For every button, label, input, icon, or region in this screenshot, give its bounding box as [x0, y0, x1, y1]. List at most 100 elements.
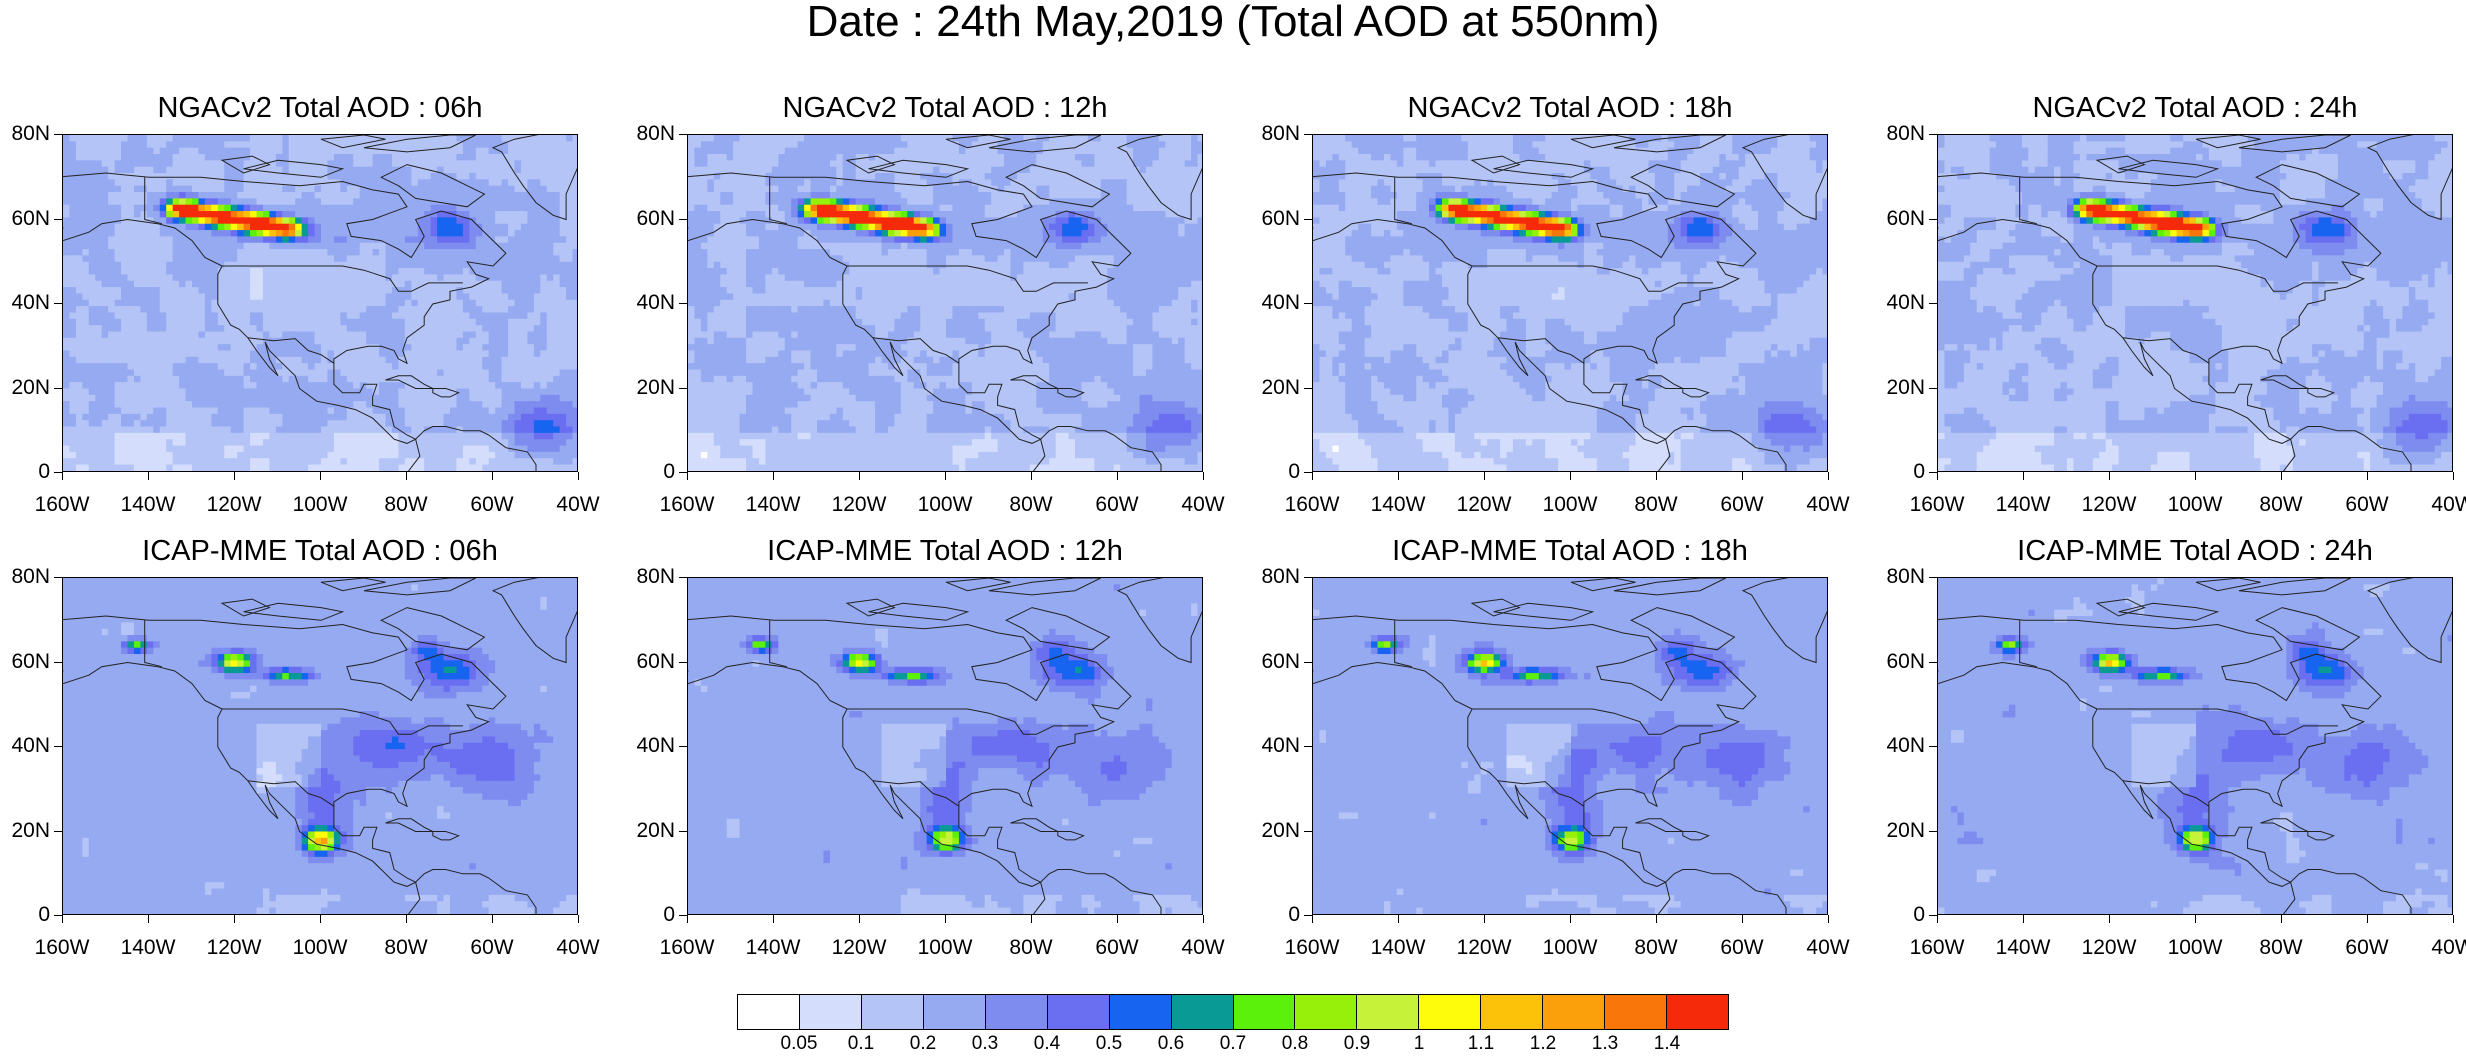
lon-tick-label: 40W — [538, 937, 618, 959]
colorbar-label: 0.8 — [1265, 1034, 1325, 1054]
lat-tick-label: 20N — [0, 819, 50, 842]
aod-field — [688, 578, 1202, 914]
coastlines — [63, 578, 577, 914]
aod-map — [62, 134, 578, 472]
lon-tick — [2023, 915, 2024, 923]
coastlines — [1938, 135, 2452, 471]
lat-tick — [1929, 661, 1937, 663]
colorbar-label: 1 — [1389, 1034, 1449, 1054]
colorbar-swatch — [1419, 995, 1482, 1029]
lon-tick-label: 60W — [452, 494, 532, 516]
lon-tick — [1570, 915, 1571, 923]
lon-tick-label: 80W — [366, 937, 446, 959]
lon-tick — [2195, 472, 2196, 480]
lon-tick — [1117, 915, 1118, 923]
lon-tick — [1117, 472, 1118, 480]
aod-field — [1938, 135, 2452, 471]
lat-tick — [54, 387, 62, 389]
lon-tick-label: 40W — [2413, 937, 2466, 959]
lat-tick-label: 80N — [1865, 123, 1925, 145]
lon-tick — [2195, 915, 2196, 923]
panel-title: ICAP-MME Total AOD : 06h — [2, 535, 638, 567]
lon-tick-label: 140W — [1983, 937, 2063, 959]
colorbar-label: 0.05 — [769, 1034, 829, 1054]
lon-tick — [2281, 472, 2282, 480]
colorbar-label: 0.3 — [955, 1034, 1015, 1054]
lon-tick-label: 80W — [2241, 494, 2321, 516]
lat-tick — [1929, 472, 1937, 473]
lon-tick-label: 120W — [819, 494, 899, 516]
lat-tick-label: 40N — [615, 735, 675, 757]
colorbar-label: 0.7 — [1203, 1034, 1263, 1054]
panel-title: NGACv2 Total AOD : 12h — [627, 92, 1263, 124]
lon-tick — [62, 915, 63, 923]
lon-tick — [687, 915, 688, 923]
colorbar-label: 1.1 — [1451, 1034, 1511, 1054]
lat-tick — [679, 134, 687, 135]
colorbar-swatch — [738, 995, 800, 1029]
aod-map — [687, 577, 1203, 915]
lat-tick-label: 40N — [0, 292, 50, 314]
lon-tick — [1398, 472, 1399, 480]
lon-tick-label: 60W — [452, 937, 532, 959]
lon-tick-label: 60W — [1702, 937, 1782, 959]
lat-tick — [679, 746, 687, 747]
lon-tick-label: 40W — [2413, 494, 2466, 516]
lon-tick — [234, 915, 235, 923]
lon-tick — [1570, 472, 1571, 480]
panel-title: ICAP-MME Total AOD : 12h — [627, 535, 1263, 567]
lon-tick — [1742, 472, 1743, 480]
coastlines — [1938, 578, 2452, 914]
lat-tick — [1304, 387, 1312, 389]
lon-tick — [2367, 472, 2368, 480]
lat-tick-label: 60N — [615, 207, 675, 230]
lon-tick-label: 100W — [1530, 937, 1610, 959]
lon-tick-label: 160W — [647, 937, 727, 959]
lon-tick — [1203, 915, 1204, 923]
aod-map — [1937, 134, 2453, 472]
lat-tick-label: 80N — [1865, 566, 1925, 588]
lon-tick — [1398, 915, 1399, 923]
lon-tick-label: 40W — [538, 494, 618, 516]
colorbar-label: 0.4 — [1017, 1034, 1077, 1054]
colorbar-swatch — [1543, 995, 1606, 1029]
lon-tick-label: 120W — [1444, 937, 1524, 959]
coastlines — [1313, 578, 1827, 914]
lon-tick-label: 120W — [2069, 494, 2149, 516]
lon-tick-label: 120W — [2069, 937, 2149, 959]
lon-tick — [945, 915, 946, 923]
lat-tick-label: 40N — [615, 292, 675, 314]
aod-grid — [688, 578, 1202, 914]
lat-tick — [1304, 746, 1312, 747]
lat-tick — [1929, 218, 1937, 220]
lat-tick — [54, 472, 62, 473]
lon-tick — [1656, 472, 1657, 480]
lon-tick-label: 60W — [1702, 494, 1782, 516]
figure-title: Date : 24th May,2019 (Total AOD at 550nm… — [0, 0, 2466, 44]
lon-tick-label: 60W — [1077, 937, 1157, 959]
lon-tick — [1312, 472, 1313, 480]
lon-tick — [1484, 915, 1485, 923]
lon-tick — [1656, 915, 1657, 923]
lat-tick-label: 0 — [0, 461, 50, 483]
lon-tick — [578, 915, 579, 923]
lat-tick-label: 80N — [0, 123, 50, 145]
lon-tick-label: 160W — [647, 494, 727, 516]
lon-tick — [320, 472, 321, 480]
lon-tick-label: 100W — [280, 494, 360, 516]
lon-tick-label: 160W — [1272, 494, 1352, 516]
lat-tick-label: 40N — [1865, 292, 1925, 314]
lon-tick-label: 160W — [1897, 937, 1977, 959]
lat-tick-label: 20N — [0, 376, 50, 399]
colorbar-label: 0.5 — [1079, 1034, 1139, 1054]
lon-tick-label: 80W — [991, 937, 1071, 959]
lat-tick — [1929, 387, 1937, 389]
colorbar-swatch — [923, 995, 986, 1029]
lon-tick — [1937, 915, 1938, 923]
aod-grid — [1313, 578, 1827, 914]
panel-title: ICAP-MME Total AOD : 24h — [1877, 535, 2466, 567]
panel-title: NGACv2 Total AOD : 24h — [1877, 92, 2466, 124]
lat-tick-label: 20N — [1865, 376, 1925, 399]
lon-tick-label: 80W — [2241, 937, 2321, 959]
lon-tick — [1828, 472, 1829, 480]
